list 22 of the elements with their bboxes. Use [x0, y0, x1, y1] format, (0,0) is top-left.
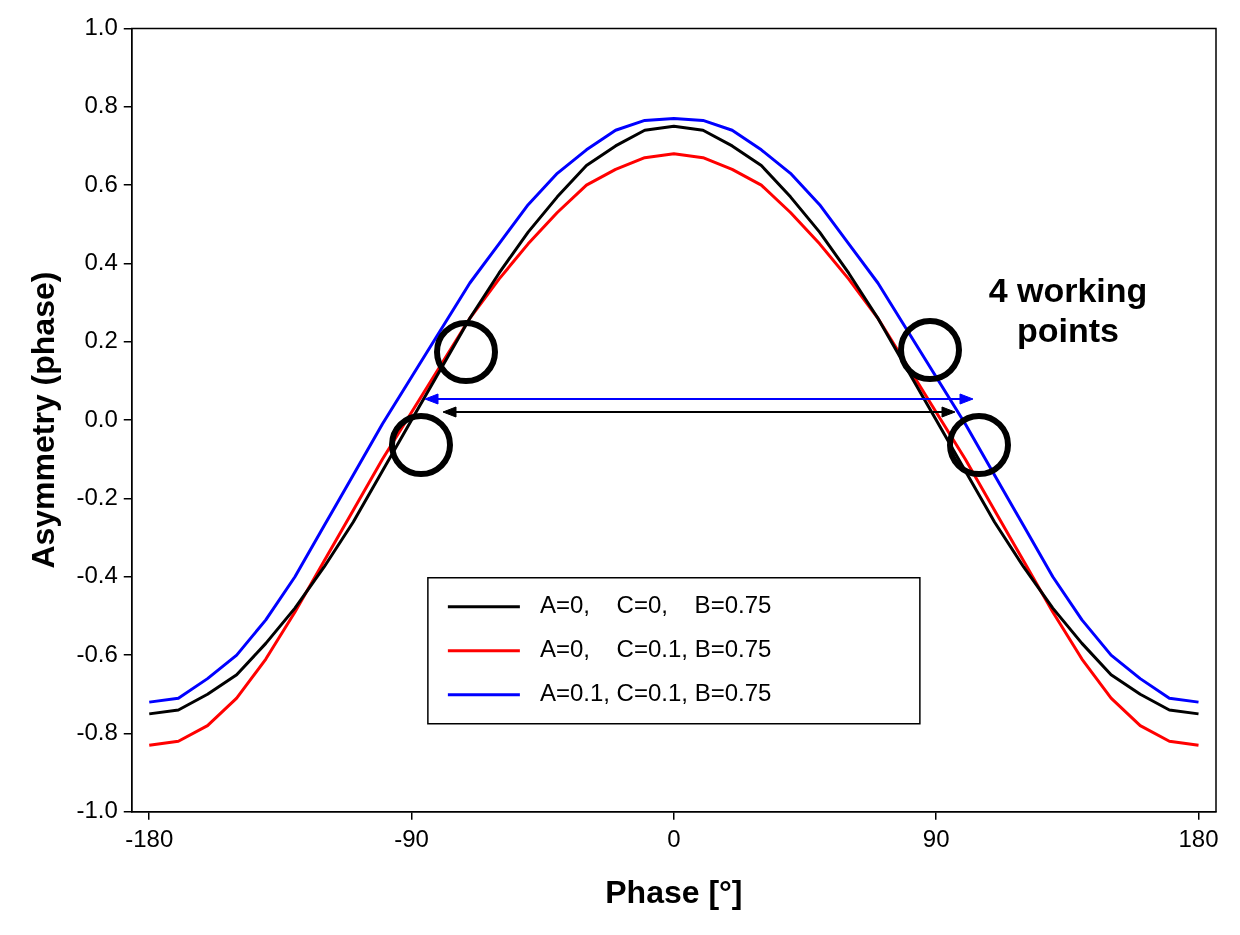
y-tick-label: 0.8: [84, 91, 118, 119]
y-tick-label: 0.6: [84, 169, 118, 197]
legend-label: A=0, C=0, B=0.75: [539, 591, 772, 619]
annotation: 4 working points: [987, 270, 1149, 350]
x-tick-label: -90: [394, 824, 429, 852]
y-tick-label: -0.2: [76, 483, 118, 511]
legend-label: A=0.1, C=0.1, B=0.75: [539, 679, 772, 707]
x-tick-label: -180: [125, 824, 174, 852]
x-tick-label: 0: [667, 824, 681, 852]
x-tick-label: 180: [1178, 824, 1219, 852]
y-axis-title: Asymmetry (phase): [25, 271, 62, 569]
y-tick-label: -1.0: [76, 796, 118, 824]
y-tick-label: 1.0: [84, 13, 118, 41]
y-tick-label: -0.6: [76, 639, 118, 667]
y-tick-label: -0.8: [76, 718, 118, 746]
x-tick-label: 90: [922, 824, 950, 852]
y-tick-label: 0.0: [84, 404, 118, 432]
y-tick-label: -0.4: [76, 561, 118, 589]
legend-label: A=0, C=0.1, B=0.75: [539, 635, 772, 663]
x-axis-title: Phase [°]: [605, 873, 743, 910]
y-tick-label: 0.2: [84, 326, 118, 354]
y-tick-label: 0.4: [84, 248, 118, 276]
